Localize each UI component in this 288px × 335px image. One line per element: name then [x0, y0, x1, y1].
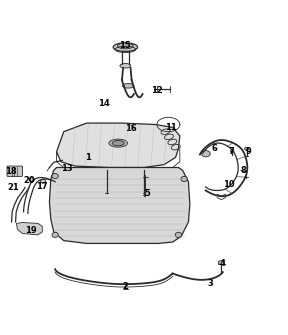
Text: 20: 20	[24, 176, 35, 185]
Polygon shape	[56, 123, 180, 168]
Ellipse shape	[120, 63, 131, 68]
Ellipse shape	[41, 179, 46, 183]
Text: 17: 17	[37, 182, 48, 191]
Text: 14: 14	[98, 98, 110, 108]
Ellipse shape	[113, 43, 138, 52]
Ellipse shape	[245, 147, 249, 150]
Text: 8: 8	[240, 166, 246, 175]
Ellipse shape	[52, 174, 58, 179]
Ellipse shape	[202, 151, 210, 157]
Text: 19: 19	[25, 226, 37, 235]
Text: 6: 6	[211, 144, 217, 153]
Text: 1: 1	[85, 153, 91, 162]
Polygon shape	[16, 222, 42, 235]
Text: 21: 21	[8, 183, 20, 192]
Text: 4: 4	[220, 259, 226, 268]
Text: 15: 15	[120, 41, 131, 50]
Text: 12: 12	[151, 86, 163, 94]
Ellipse shape	[52, 232, 58, 238]
Polygon shape	[50, 168, 190, 244]
Text: 3: 3	[207, 279, 213, 288]
Text: 13: 13	[61, 164, 72, 174]
Ellipse shape	[181, 177, 187, 182]
FancyBboxPatch shape	[7, 166, 22, 177]
Ellipse shape	[109, 139, 128, 147]
Ellipse shape	[231, 149, 234, 152]
Ellipse shape	[218, 261, 225, 265]
Ellipse shape	[112, 141, 124, 146]
Text: 9: 9	[246, 147, 251, 156]
Ellipse shape	[29, 178, 34, 182]
Text: 5: 5	[144, 189, 150, 198]
Text: 18: 18	[5, 167, 16, 176]
Text: 10: 10	[223, 180, 234, 189]
Text: 7: 7	[229, 147, 234, 156]
Text: 16: 16	[125, 124, 137, 133]
Ellipse shape	[175, 232, 181, 238]
Text: 11: 11	[165, 123, 177, 132]
Ellipse shape	[122, 83, 134, 88]
Text: 2: 2	[122, 282, 128, 291]
Ellipse shape	[118, 43, 133, 49]
